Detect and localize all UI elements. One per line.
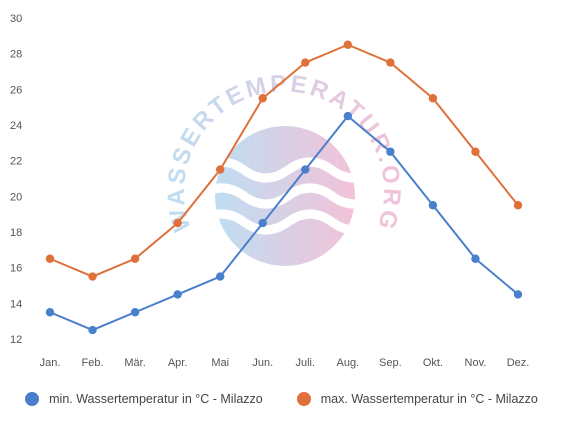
data-point-min[interactable] [343,111,353,121]
x-tick-label: Juli. [295,357,315,369]
data-point-max[interactable] [45,254,55,263]
x-axis: Jan. Feb. Mär. Apr. Mai Jun. Juli. Aug. Sep. Okt.… [40,357,530,369]
data-point-min[interactable] [513,290,523,299]
x-tick-label: Dez. [507,357,530,369]
data-point-min[interactable] [301,165,310,174]
y-axis: 12 14 16 18 20 22 24 26 28 30 [10,13,22,346]
x-tick-label: Jun. [252,357,273,369]
x-tick-label: Jan. [40,357,61,369]
legend-label-min: min. Wassertemperatur in °C - Milazzo [49,392,263,406]
series-line-max [49,43,519,278]
series-group [45,40,523,335]
legend: min. Wassertemperatur in °C - Milazzo ma… [0,392,563,406]
x-tick-label: Mai [211,357,229,369]
legend-marker-max [296,392,311,406]
data-point-max[interactable] [130,254,140,263]
legend-item-min[interactable]: min. Wassertemperatur in °C - Milazzo [25,392,263,406]
x-tick-label: Apr. [168,357,188,369]
x-tick-label: Feb. [82,357,104,369]
x-tick-label: Okt. [423,357,443,369]
y-tick-label: 28 [10,49,22,61]
data-point-max[interactable] [301,58,310,67]
data-point-min[interactable] [130,308,140,317]
data-point-max[interactable] [386,58,395,67]
y-tick-label: 18 [10,227,22,239]
y-tick-label: 30 [10,13,22,25]
data-point-min[interactable] [386,147,395,156]
data-point-max[interactable] [173,218,182,228]
data-point-max[interactable] [88,272,97,281]
y-tick-label: 16 [10,263,22,275]
y-tick-label: 20 [10,191,22,203]
y-tick-label: 22 [10,156,22,168]
series-line-min [49,115,519,332]
data-point-min[interactable] [88,325,97,335]
x-tick-label: Aug. [336,357,359,369]
y-tick-label: 24 [10,120,22,132]
data-point-min[interactable] [471,254,480,263]
y-tick-label: 26 [10,84,22,96]
x-tick-label: Mär. [124,357,145,369]
data-point-max[interactable] [471,147,480,156]
x-tick-label: Sep. [379,357,402,369]
line-chart: WASSERTEMPERATUR.ORG 12 14 16 18 20 22 24 26 28 3… [10,13,530,369]
data-point-max[interactable] [428,94,438,103]
data-point-min[interactable] [258,218,267,228]
data-point-min[interactable] [45,308,55,317]
watermark-logo: WASSERTEMPERATUR.ORG [163,70,402,266]
legend-marker-min [25,392,40,406]
data-point-min[interactable] [215,272,225,281]
x-tick-label: Nov. [465,357,487,369]
data-point-max[interactable] [343,40,353,49]
legend-item-max[interactable]: max. Wassertemperatur in °C - Milazzo [296,392,538,406]
data-point-max[interactable] [215,165,225,174]
y-tick-label: 14 [10,298,22,310]
data-point-max[interactable] [258,94,267,103]
data-point-max[interactable] [513,201,523,210]
y-tick-label: 12 [10,334,22,346]
data-point-min[interactable] [173,290,182,299]
legend-label-max: max. Wassertemperatur in °C - Milazzo [320,392,538,406]
data-point-min[interactable] [428,201,438,210]
